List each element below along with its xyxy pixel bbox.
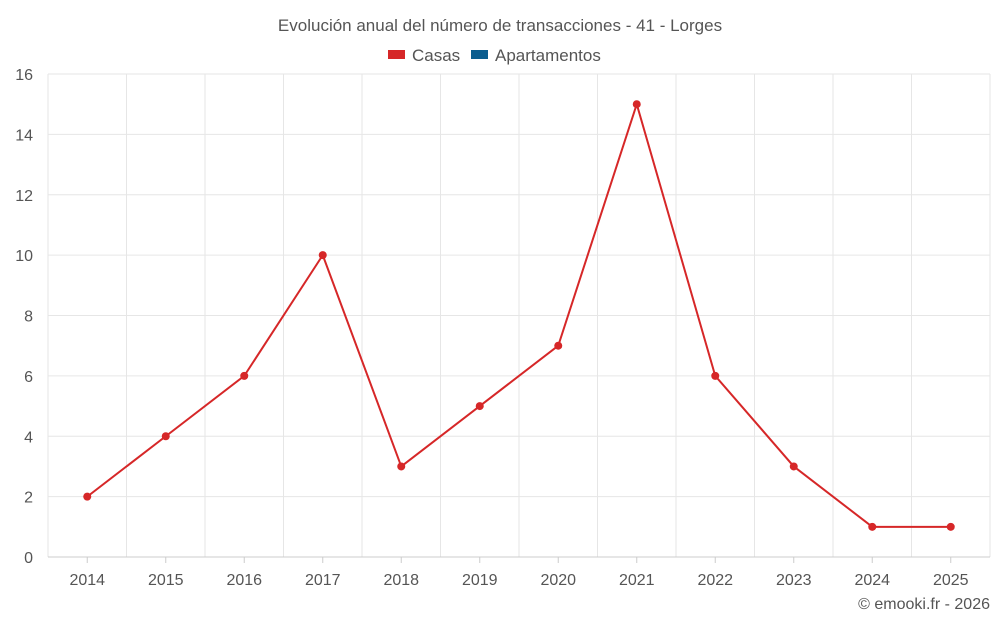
y-tick-label: 6 <box>24 369 33 386</box>
data-point-casas-2016[interactable] <box>240 371 249 380</box>
y-tick-label: 0 <box>24 550 33 567</box>
data-point-casas-2021[interactable] <box>632 100 641 109</box>
series-line-casas <box>86 103 951 528</box>
legend-item-apartamentos[interactable]: Apartamentos <box>471 46 601 65</box>
x-tick-label: 2021 <box>619 572 655 589</box>
data-point-casas-2018[interactable] <box>397 462 406 471</box>
data-point-casas-2015[interactable] <box>161 432 170 441</box>
y-tick-label: 12 <box>15 188 33 205</box>
y-tick-label: 8 <box>24 309 33 326</box>
x-tick-label: 2015 <box>148 572 184 589</box>
data-point-casas-2022[interactable] <box>711 371 720 380</box>
x-tick-label: 2014 <box>69 572 105 589</box>
legend-swatch-apartamentos <box>471 50 488 59</box>
x-tick-label: 2025 <box>933 572 969 589</box>
data-point-casas-2023[interactable] <box>789 462 798 471</box>
x-tick-label: 2024 <box>854 572 890 589</box>
y-tick-label: 10 <box>15 248 33 265</box>
legend: Casas Apartamentos <box>388 46 601 65</box>
x-tick-label: 2018 <box>383 572 419 589</box>
y-tick-label: 2 <box>24 490 33 507</box>
grid <box>47 73 991 557</box>
legend-item-casas[interactable]: Casas <box>388 46 460 65</box>
y-tick-label: 14 <box>15 127 33 144</box>
legend-label-apartamentos: Apartamentos <box>495 46 601 65</box>
x-tick-label: 2022 <box>697 572 733 589</box>
series <box>83 100 955 531</box>
x-tick-label: 2017 <box>305 572 341 589</box>
x-axis-ticks: 2014 2015 2016 2017 2018 2019 2020 2021 2022 2023… <box>69 572 968 589</box>
data-point-casas-2024[interactable] <box>868 522 877 531</box>
x-tick-label: 2019 <box>462 572 498 589</box>
y-axis-ticks: 0 2 4 6 8 10 12 14 16 <box>15 67 33 567</box>
legend-swatch-casas <box>388 50 405 59</box>
y-tick-label: 16 <box>15 67 33 84</box>
y-tick-label: 4 <box>24 429 33 446</box>
data-point-casas-2017[interactable] <box>318 251 327 260</box>
x-tick-label: 2020 <box>540 572 576 589</box>
data-point-casas-2019[interactable] <box>475 402 484 411</box>
data-point-casas-2020[interactable] <box>554 341 563 350</box>
credit-text: © emooki.fr - 2026 <box>858 596 990 613</box>
x-tick-label: 2023 <box>776 572 812 589</box>
axes <box>48 556 990 563</box>
chart-title: Evolución anual del número de transaccio… <box>278 16 722 35</box>
data-point-casas-2025[interactable] <box>946 522 955 531</box>
data-point-casas-2014[interactable] <box>83 492 92 501</box>
x-tick-label: 2016 <box>226 572 262 589</box>
legend-label-casas: Casas <box>412 46 460 65</box>
